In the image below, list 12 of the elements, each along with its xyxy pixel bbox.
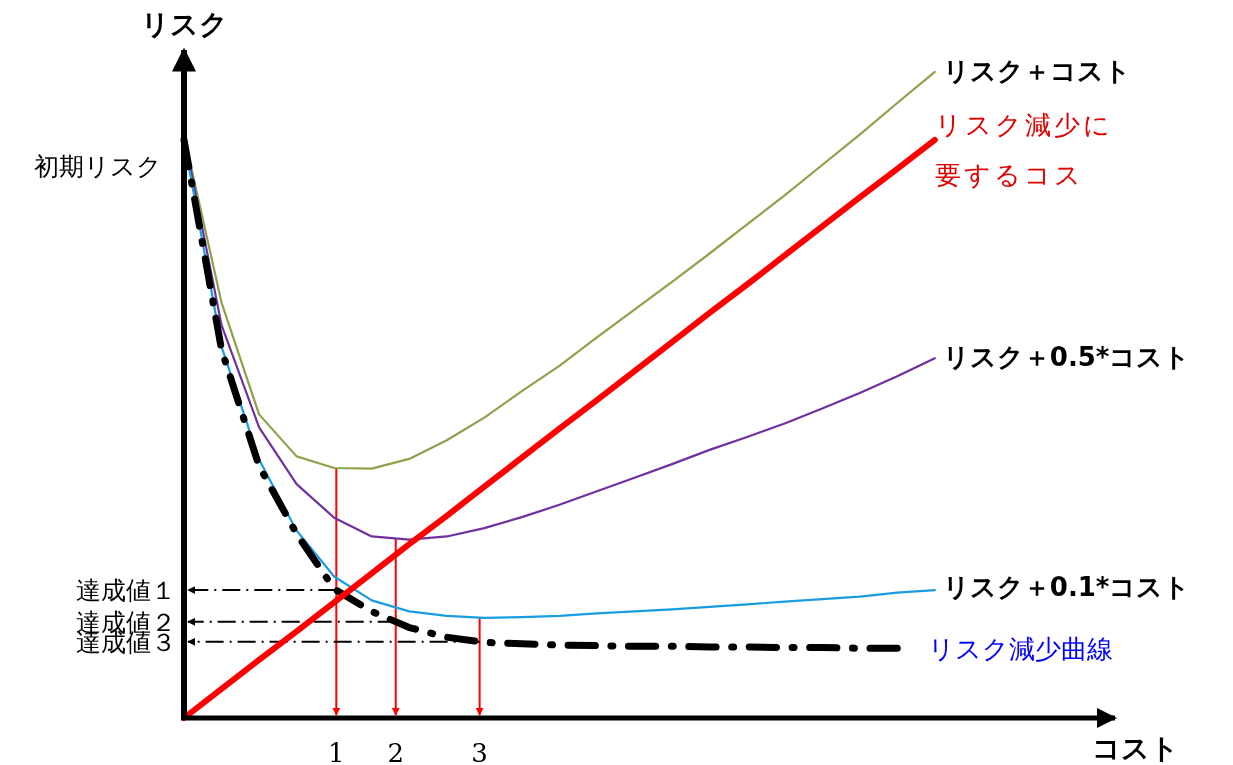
- x-axis-title: コスト: [1091, 732, 1179, 765]
- text: 1: [328, 738, 345, 765]
- text: 初期リスク: [34, 152, 162, 182]
- series-label: リスク減少曲線: [928, 633, 1114, 667]
- series-label: リスク＋0.5*コスト: [942, 341, 1191, 375]
- series-label: リスク＋0.1*コスト: [942, 571, 1191, 605]
- series-label: リスク＋コスト: [942, 54, 1131, 88]
- ref-line-label: 達成値１: [76, 576, 176, 606]
- y-axis-title: リスク: [140, 8, 228, 41]
- series-label: リスク減少に要するコス: [934, 108, 1114, 192]
- text: 3: [471, 738, 488, 765]
- text: 2: [387, 738, 404, 765]
